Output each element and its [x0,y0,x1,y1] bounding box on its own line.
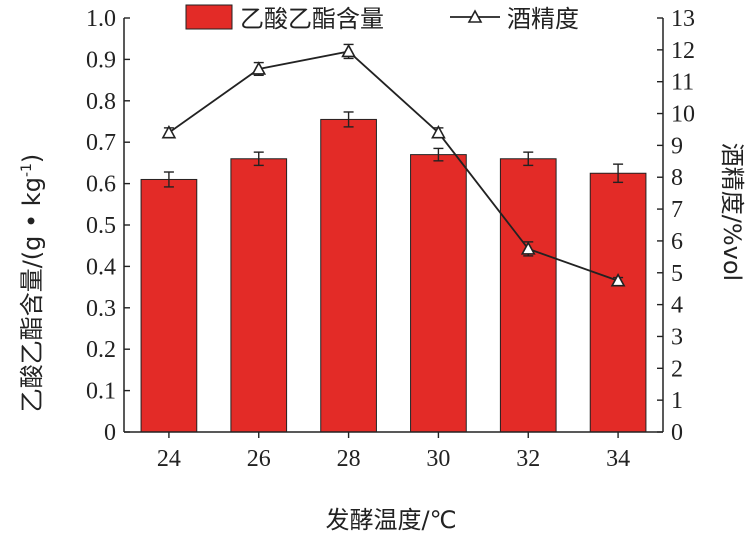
bar [230,158,288,433]
left-axis-title: 乙酸乙酯含量/(g • kg-1) [18,154,46,413]
legend-line-marker [467,9,483,23]
legend-line-label: 酒精度 [507,5,579,33]
left-tick-label: 0.6 [86,172,116,198]
right-axis-title: 酒精度/%vol [718,143,746,281]
left-axis-title-main: 乙酸乙酯含量/ [18,259,46,412]
bar [140,178,198,433]
x-axis-ticks: 24 26 28 30 32 34 [157,432,630,472]
right-tick-label: 3 [671,324,683,350]
bar [499,158,557,433]
left-axis-ticks: 0 0.1 0.2 0.3 0.4 0.5 0.6 0.7 0.8 0.9 1.0 [86,6,130,446]
right-tick-label: 11 [671,70,694,96]
line-point [431,124,446,139]
right-tick-label: 0 [671,420,683,446]
left-tick-label: 0.3 [86,296,116,322]
left-tick-label: 0 [104,420,116,446]
legend: 乙酸乙酯含量 酒精度 [185,4,579,33]
right-tick-label: 8 [671,165,683,191]
right-tick-label: 10 [671,102,695,128]
left-tick-label: 1.0 [86,6,116,32]
bar [589,172,647,433]
bar-error-bars [163,111,624,188]
legend-bar-swatch [185,4,233,30]
left-tick-label: 0.7 [86,130,116,156]
left-axis-title-superscript: -1 [19,163,35,177]
bar-series [140,118,647,433]
x-tick-label: 28 [337,446,361,472]
left-tick-label: 0.2 [86,337,116,363]
right-tick-label: 9 [671,133,683,159]
line-series [161,43,626,287]
right-tick-label: 4 [671,293,683,319]
bar [410,154,467,433]
left-axis-title-close: ) [18,154,46,163]
right-tick-label: 13 [671,6,695,32]
left-tick-label: 0.5 [86,213,116,239]
left-tick-label: 0.1 [86,379,116,405]
right-tick-label: 6 [671,229,683,255]
right-tick-label: 5 [671,261,683,287]
x-tick-label: 32 [516,446,540,472]
x-tick-label: 26 [247,446,271,472]
left-tick-label: 0.8 [86,89,116,115]
x-tick-label: 24 [157,446,181,472]
x-axis-title: 发酵温度/℃ [325,506,456,534]
bar [320,118,377,433]
x-tick-label: 34 [606,446,630,472]
right-tick-label: 7 [671,197,683,223]
right-tick-label: 12 [671,38,695,64]
line-point [341,43,356,58]
x-tick-label: 30 [426,446,450,472]
right-tick-label: 2 [671,356,683,382]
left-axis-title-unit: (g • kg [18,177,46,260]
left-tick-label: 0.9 [86,47,116,73]
line-path [168,50,619,282]
line-point [161,124,177,139]
left-tick-label: 0.4 [86,254,116,280]
line-point [610,273,626,287]
line-point [520,241,536,255]
legend-bar-label: 乙酸乙酯含量 [240,5,384,33]
line-point [251,61,267,75]
right-tick-label: 1 [671,388,683,414]
axes [123,18,664,433]
